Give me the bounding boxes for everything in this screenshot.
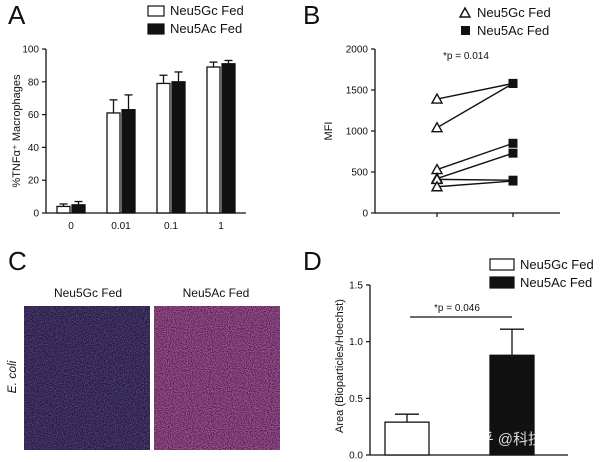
chart-b-y-tick-label: 1500	[346, 86, 369, 97]
chart-d: Area (Bioparticles/Hoechst) 0.0 0.5 1.0 1.5…	[334, 257, 594, 462]
chart-d-legend-label-neu5gc: Neu5Gc Fed	[520, 257, 594, 272]
chart-a-bar	[121, 109, 136, 214]
chart-a-y-tick-label: 0	[33, 209, 39, 220]
chart-b-point-neu5ac	[508, 138, 518, 148]
chart-d-y-tick-label: 1.0	[349, 337, 363, 348]
chart-b-paired-line	[436, 142, 514, 171]
chart-d-legend-label-neu5ac: Neu5Ac Fed	[520, 275, 592, 290]
chart-d-legend-swatch-neu5gc	[489, 258, 515, 271]
chart-a-x-tick-label: 0	[68, 221, 74, 232]
chart-a-legend-label-neu5ac: Neu5Ac Fed	[170, 21, 242, 36]
chart-b-y-axis-title: MFI	[323, 122, 335, 141]
chart-b-paired-line	[436, 152, 514, 180]
chart-a-y-tick-label: 80	[28, 77, 40, 88]
chart-b-y-tick-label: 0	[362, 209, 368, 220]
chart-d-legend: Neu5Gc Fed Neu5Ac Fed	[489, 257, 594, 290]
chart-a-bar	[156, 82, 171, 214]
chart-b-point-neu5ac	[508, 176, 518, 186]
chart-a-bar	[171, 81, 186, 214]
chart-b-y-tick-label: 1000	[346, 127, 369, 138]
chart-a-x-tick-label: 1	[218, 221, 224, 232]
chart-b-point-neu5ac	[508, 78, 518, 88]
chart-b-paired-line	[436, 180, 514, 188]
chart-a-bar	[221, 63, 236, 214]
chart-a-y-tick-label: 60	[28, 110, 40, 121]
micrograph-row-label: E. coli	[5, 360, 19, 393]
panel-c-micrographs: Neu5Gc Fed Neu5Ac Fed E. coli	[5, 286, 280, 450]
chart-d-bar	[384, 421, 430, 456]
micrograph-left-label: Neu5Gc Fed	[54, 286, 122, 300]
chart-b-point-neu5ac	[508, 148, 518, 158]
chart-b-legend-label-neu5gc: Neu5Gc Fed	[477, 5, 551, 20]
chart-d-bar	[489, 354, 535, 456]
chart-b-legend: Neu5Gc Fed Neu5Ac Fed	[458, 5, 551, 38]
chart-a-x-tick-label: 0.1	[164, 221, 178, 232]
chart-b-legend-square-icon	[461, 26, 470, 35]
chart-a-x-tick-label: 0.01	[111, 221, 131, 232]
chart-b-p-value: *p = 0.014	[443, 51, 489, 62]
chart-a: %TNFα⁺ Macrophages 0 20 40 60 80 100 0 0.01 0.1…	[11, 3, 246, 232]
panel-letter-c: C	[8, 246, 27, 276]
chart-a-y-axis-title: %TNFα⁺ Macrophages	[11, 74, 23, 188]
chart-b-paired-line	[436, 82, 514, 129]
chart-d-y-axis-title: Area (Bioparticles/Hoechst)	[334, 299, 346, 433]
chart-b-paired-line	[436, 178, 514, 181]
chart-a-legend-swatch-neu5ac	[147, 23, 165, 35]
chart-d-y-tick-label: 0.5	[349, 394, 363, 405]
chart-a-y-tick-label: 40	[28, 143, 40, 154]
chart-d-p-value: *p = 0.046	[434, 303, 480, 314]
micrograph-neu5gc-image	[24, 306, 150, 450]
chart-a-legend-swatch-neu5gc	[147, 5, 165, 17]
chart-a-bar	[106, 112, 121, 214]
chart-b-legend-triangle-icon	[458, 6, 472, 18]
chart-a-bar	[206, 66, 221, 214]
chart-b-point-neu5gc	[430, 180, 444, 192]
chart-b-legend-label-neu5ac: Neu5Ac Fed	[477, 23, 549, 38]
chart-a-legend: Neu5Gc Fed Neu5Ac Fed	[147, 3, 244, 36]
chart-a-y-tick-label: 20	[28, 176, 40, 187]
chart-b-point-neu5gc	[430, 92, 444, 104]
panel-letter-d: D	[303, 246, 322, 276]
chart-a-bar	[71, 204, 86, 214]
chart-d-y-tick-label: 1.5	[349, 281, 363, 292]
micrograph-neu5ac-image	[154, 306, 280, 450]
chart-b-y-tick-label: 2000	[346, 45, 369, 56]
chart-d-legend-swatch-neu5ac	[489, 276, 515, 289]
chart-b-y-tick-label: 500	[351, 168, 368, 179]
chart-a-bar	[56, 205, 71, 214]
chart-a-y-tick-label: 100	[22, 45, 39, 56]
chart-d-y-tick-label: 0.0	[349, 451, 363, 462]
micrograph-right-label: Neu5Ac Fed	[183, 286, 250, 300]
panel-letter-a: A	[8, 0, 26, 30]
watermark-text: 知乎 @科技小县城	[464, 431, 588, 448]
chart-b-paired-line	[436, 82, 514, 100]
chart-a-legend-label-neu5gc: Neu5Gc Fed	[170, 3, 244, 18]
chart-b-point-neu5gc	[430, 121, 444, 133]
panel-letter-b: B	[303, 0, 320, 30]
chart-b: MFI 0 500 1000 1500 2000 *p = 0.014 Neu5Gc F…	[323, 5, 560, 220]
